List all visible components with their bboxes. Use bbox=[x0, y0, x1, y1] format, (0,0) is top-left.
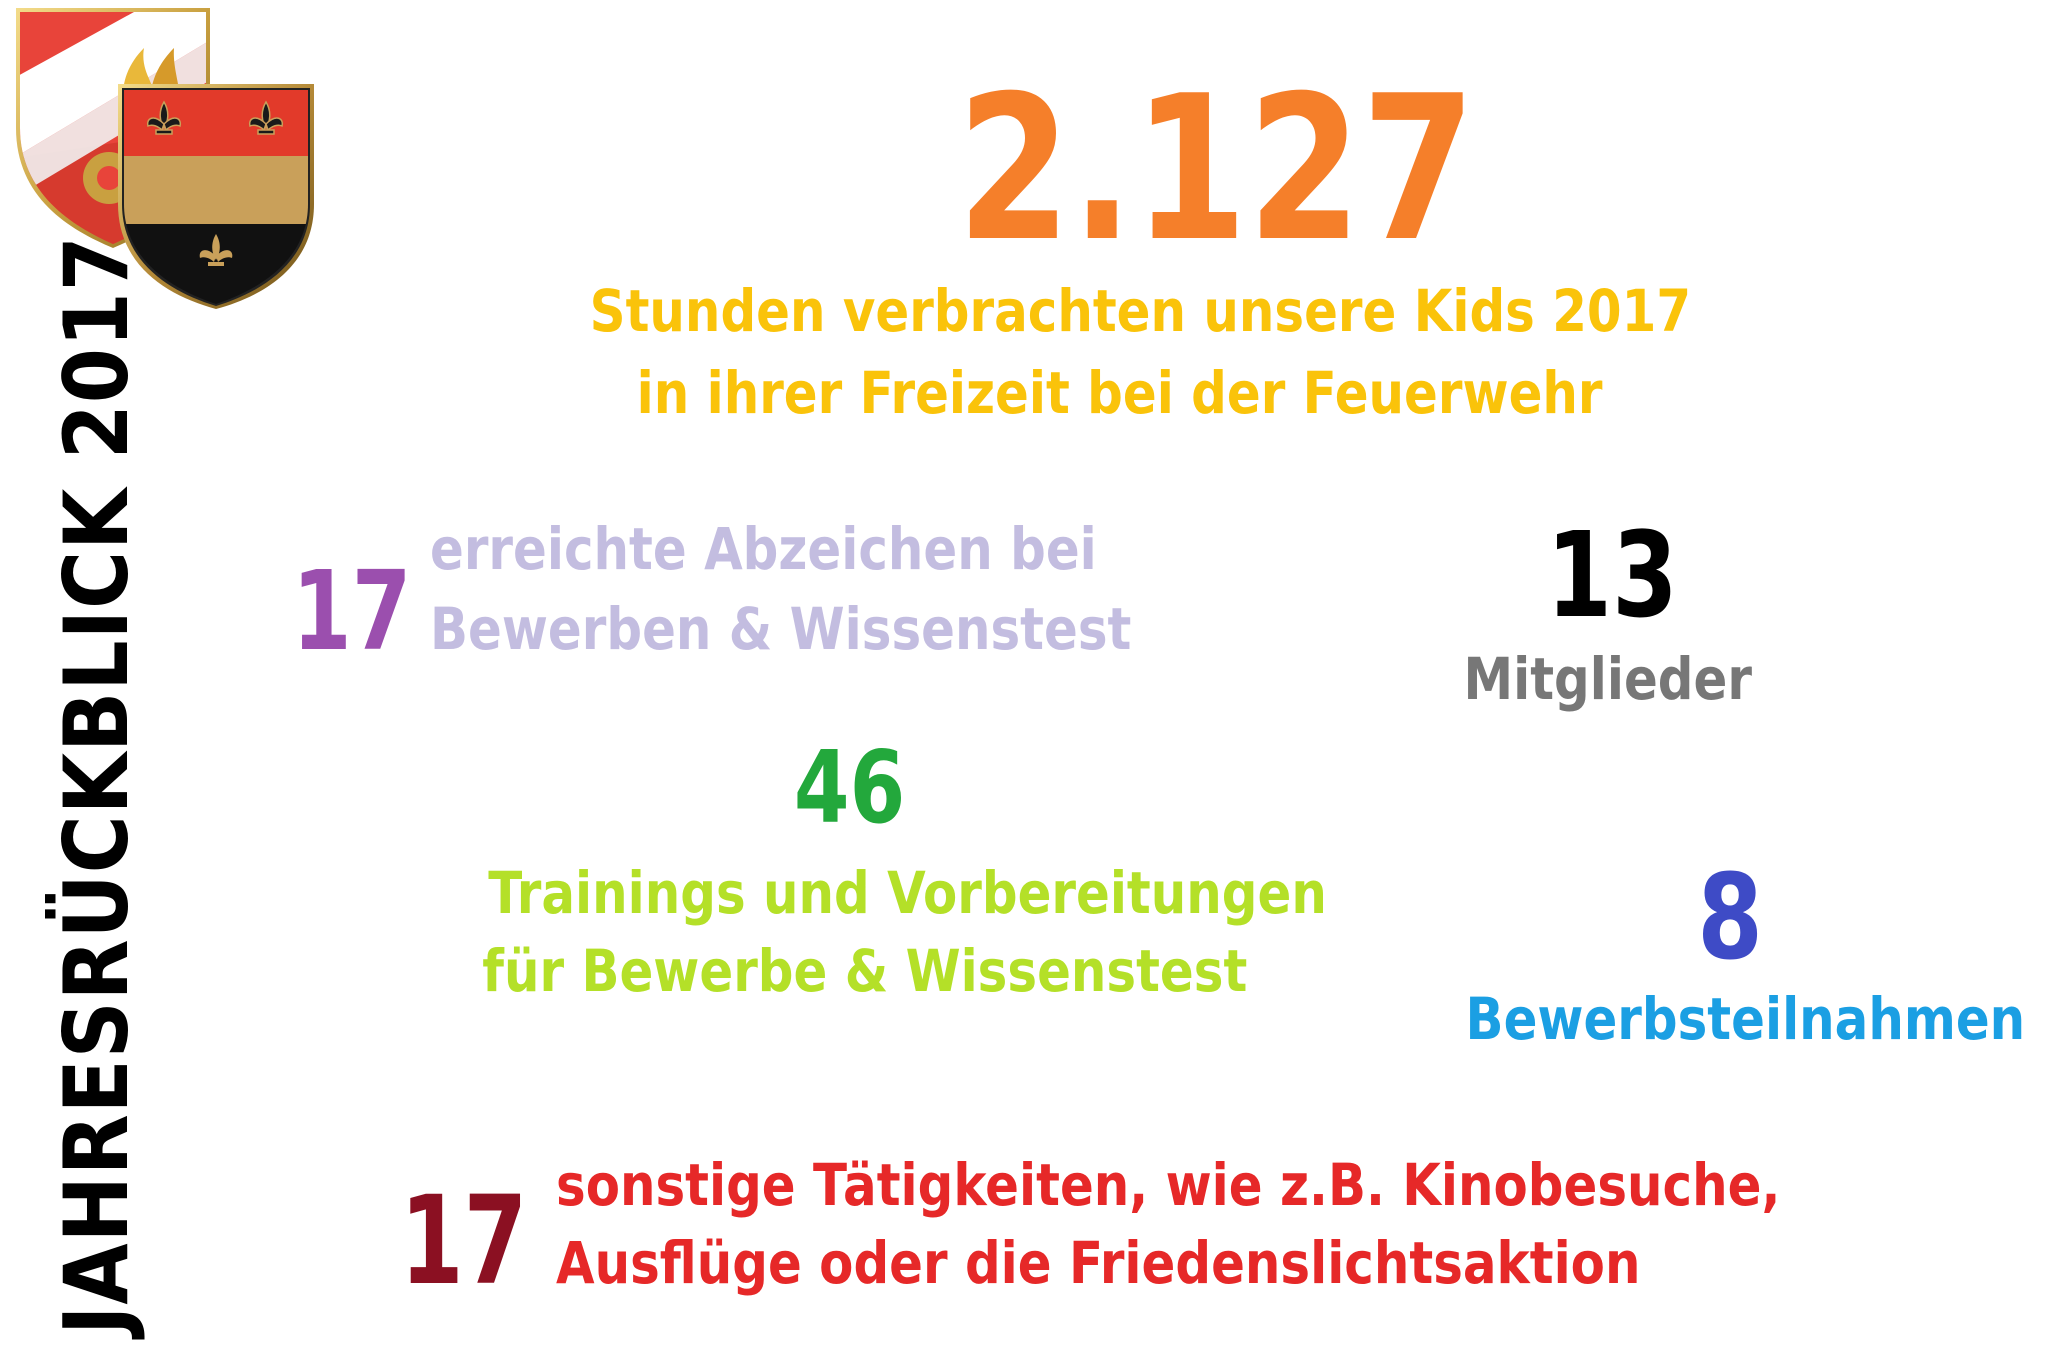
municipal-coat-of-arms-icon bbox=[116, 84, 316, 309]
competitions-caption: Bewerbsteilnahmen bbox=[1465, 985, 2026, 1053]
trainings-caption-line1: Trainings und Vorbereitungen bbox=[488, 859, 1327, 927]
badges-caption-line1: erreichte Abzeichen bei bbox=[430, 515, 1097, 583]
trainings-value: 46 bbox=[794, 729, 906, 846]
badges-caption-line2: Bewerben & Wissenstest bbox=[430, 595, 1132, 663]
hours-caption-line1: Stunden verbrachten unsere Kids 2017 bbox=[589, 277, 1692, 345]
other-activities-caption-line1: sonstige Tätigkeiten, wie z.B. Kinobesuc… bbox=[556, 1151, 1781, 1219]
competitions-value: 8 bbox=[1697, 848, 1763, 986]
trainings-caption-line2: für Bewerbe & Wissenstest bbox=[482, 937, 1248, 1005]
members-value: 13 bbox=[1546, 506, 1678, 644]
hours-caption-line2: in ihrer Freizeit bei der Feuerwehr bbox=[637, 359, 1603, 427]
members-caption: Mitglieder bbox=[1463, 645, 1752, 713]
other-activities-value: 17 bbox=[400, 1170, 528, 1312]
badges-value: 17 bbox=[292, 547, 412, 675]
other-activities-caption-line2: Ausflüge oder die Friedenslichtsaktion bbox=[556, 1229, 1641, 1297]
hours-value: 2.127 bbox=[956, 53, 1476, 286]
